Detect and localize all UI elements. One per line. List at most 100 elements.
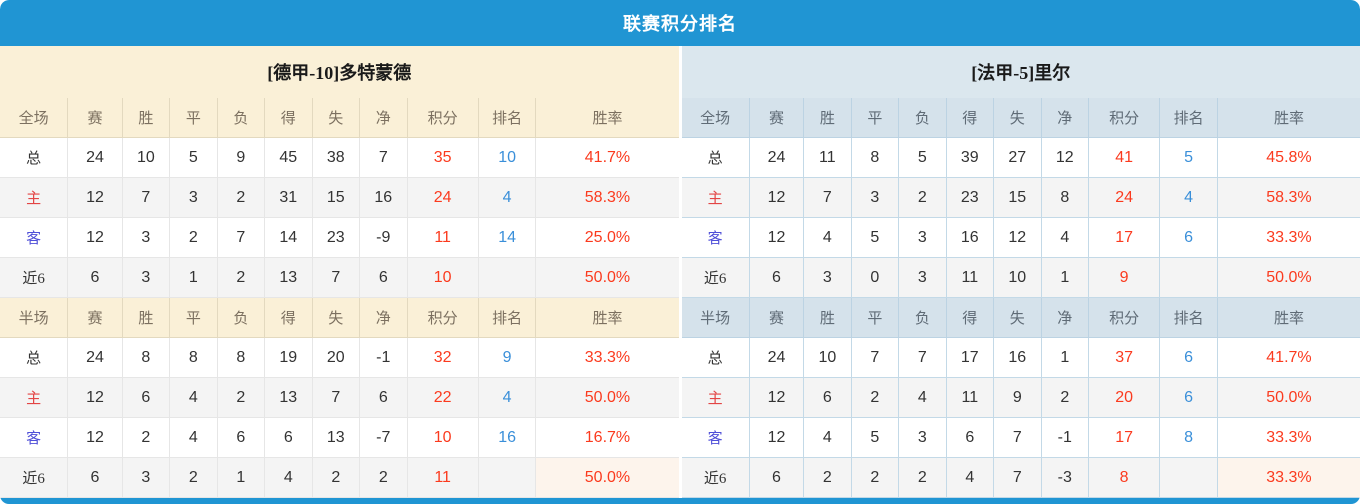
stat-cell: 1 <box>169 257 218 298</box>
rank-cell <box>478 457 537 498</box>
stat-cell: 24 <box>749 137 805 178</box>
stat-cell: 24 <box>67 137 123 178</box>
stat-cell: 9 <box>217 137 266 178</box>
row-label: 主 <box>0 377 69 418</box>
column-header: 赛 <box>749 297 805 338</box>
rank-cell: 6 <box>1159 337 1218 378</box>
stat-cell: 15 <box>993 177 1042 218</box>
stat-cell: 2 <box>217 257 266 298</box>
points-cell: 37 <box>1088 337 1161 378</box>
winrate-cell: 33.3% <box>535 337 679 378</box>
panel-away-team: [法甲-5]里尔 全场赛胜平负得失净积分 排名 胜率总 24 11 8 5 39 27 12 41 5… <box>678 46 1360 498</box>
section-header-row: 全场赛胜平负得失净积分 排名 胜率 <box>0 98 679 138</box>
stat-cell: 7 <box>898 337 947 378</box>
stat-cell: 7 <box>359 137 408 178</box>
stat-cell: 6 <box>264 417 313 458</box>
winrate-cell: 16.7% <box>535 417 679 458</box>
rank-cell: 14 <box>478 217 537 258</box>
row-label: 近6 <box>0 457 69 498</box>
stat-cell: 2 <box>169 457 218 498</box>
stat-cell: 4 <box>169 417 218 458</box>
table-row: 总 24 11 8 5 39 27 12 41 5 45.8% <box>681 137 1360 178</box>
stat-cell: 10 <box>803 337 852 378</box>
table-row: 总 24 8 8 8 19 20 -1 32 9 33.3% <box>0 337 679 378</box>
stat-cell: 6 <box>803 377 852 418</box>
rank-cell: 10 <box>478 137 537 178</box>
column-header: 净 <box>1041 297 1090 338</box>
stat-cell: 4 <box>264 457 313 498</box>
stat-cell: 3 <box>851 177 900 218</box>
winrate-cell: 50.0% <box>535 377 679 418</box>
column-header: 得 <box>946 98 995 138</box>
winrate-cell: 45.8% <box>1217 137 1360 178</box>
home-team-name: [德甲-10]多特蒙德 <box>0 46 679 98</box>
column-header: 赛 <box>749 98 805 138</box>
stat-cell: 39 <box>946 137 995 178</box>
stat-cell: 3 <box>898 257 947 298</box>
stat-cell: 6 <box>217 417 266 458</box>
stat-cell: 2 <box>803 457 852 498</box>
stat-cell: 12 <box>749 377 805 418</box>
column-header: 平 <box>851 98 900 138</box>
stat-cell: 8 <box>851 137 900 178</box>
stat-cell: 12 <box>67 377 123 418</box>
table-row: 近6 6 3 2 1 4 2 2 11 50.0% <box>0 457 679 498</box>
stat-cell: 11 <box>946 377 995 418</box>
stat-cell: 7 <box>803 177 852 218</box>
stat-cell: 2 <box>1041 377 1090 418</box>
stat-cell: 2 <box>851 457 900 498</box>
stat-cell: 24 <box>67 337 123 378</box>
stat-cell: 7 <box>122 177 171 218</box>
points-cell: 17 <box>1088 417 1161 458</box>
column-header: 失 <box>993 297 1042 338</box>
rank-cell: 9 <box>478 337 537 378</box>
stat-cell: 9 <box>993 377 1042 418</box>
table-row: 主 12 6 2 4 11 9 2 20 6 50.0% <box>681 377 1360 418</box>
stat-cell: 1 <box>217 457 266 498</box>
stat-cell: 4 <box>898 377 947 418</box>
points-cell: 41 <box>1088 137 1161 178</box>
stat-cell: 2 <box>898 177 947 218</box>
row-label: 主 <box>0 177 69 218</box>
rank-cell: 4 <box>478 177 537 218</box>
column-header: 胜率 <box>1217 297 1360 338</box>
table-row: 客 12 2 4 6 6 13 -7 10 16 16.7% <box>0 417 679 458</box>
points-cell: 24 <box>1088 177 1161 218</box>
panel-home-team: [德甲-10]多特蒙德 全场赛胜平负得失净积分 排名 胜率总 24 10 5 9 45 38 7 3… <box>0 46 679 498</box>
stat-cell: 6 <box>946 417 995 458</box>
stat-cell: 14 <box>264 217 313 258</box>
table-row: 客 12 4 5 3 16 12 4 17 6 33.3% <box>681 217 1360 258</box>
winrate-cell: 33.3% <box>1217 457 1360 498</box>
column-header: 胜率 <box>1217 98 1360 138</box>
column-header: 净 <box>359 98 408 138</box>
column-header: 胜 <box>122 297 171 338</box>
stat-cell: 2 <box>217 377 266 418</box>
rank-cell <box>1159 257 1218 298</box>
points-cell: 8 <box>1088 457 1161 498</box>
table-row: 总 24 10 7 7 17 16 1 37 6 41.7% <box>681 337 1360 378</box>
row-label: 客 <box>0 217 69 258</box>
stat-cell: 17 <box>946 337 995 378</box>
column-header: 积分 <box>1088 98 1161 138</box>
bottom-bar <box>0 498 1360 504</box>
column-header: 得 <box>264 297 313 338</box>
column-header: 负 <box>898 297 947 338</box>
column-header: 积分 <box>407 98 479 138</box>
winrate-cell: 50.0% <box>535 257 679 298</box>
section-header-row: 半场赛胜平负得失净积分 排名 胜率 <box>0 297 679 338</box>
column-header: 积分 <box>1088 297 1161 338</box>
stat-cell: 5 <box>851 217 900 258</box>
row-label: 近6 <box>681 257 750 298</box>
stat-cell: 8 <box>1041 177 1090 218</box>
stat-cell: 27 <box>993 137 1042 178</box>
winrate-cell: 41.7% <box>1217 337 1360 378</box>
stat-cell: 16 <box>946 217 995 258</box>
row-label: 总 <box>0 337 69 378</box>
rank-cell: 6 <box>1159 377 1218 418</box>
column-header: 得 <box>946 297 995 338</box>
column-header: 赛 <box>67 98 123 138</box>
table-row: 主 12 7 3 2 23 15 8 24 4 58.3% <box>681 177 1360 218</box>
stat-cell: 4 <box>946 457 995 498</box>
column-header: 排名 <box>478 297 537 338</box>
